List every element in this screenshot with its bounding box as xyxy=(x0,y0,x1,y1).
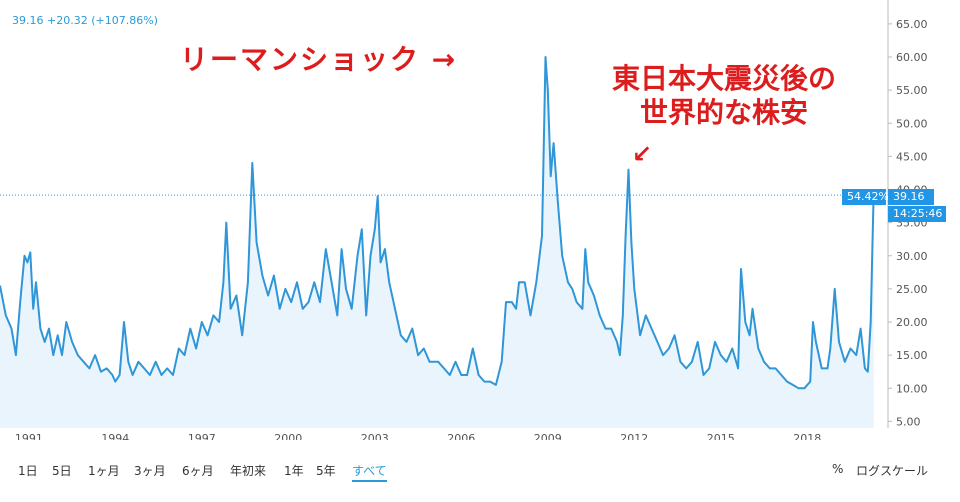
annotation-earthquake: 東日本大震災後の 世界的な株安 xyxy=(612,62,836,130)
x-axis-ticks: 1991 1994 1997 2000 2003 2006 2009 2012 2015 2018 xyxy=(15,432,821,440)
percent-toggle[interactable]: % xyxy=(832,462,844,476)
annotation-earthquake-arrow: ↙ xyxy=(632,140,653,168)
range-button-1d[interactable]: 1日 xyxy=(18,464,38,478)
y-tick-label: 55.00 xyxy=(896,84,928,97)
y-tick-label: 45.00 xyxy=(896,150,928,163)
x-tick-label: 2009 xyxy=(534,432,562,440)
x-tick-label: 2003 xyxy=(361,432,389,440)
y-tick-label: 20.00 xyxy=(896,316,928,329)
x-tick-label: 2015 xyxy=(707,432,735,440)
annotation-earthquake-line2: 世界的な株安 xyxy=(640,96,809,129)
series-line xyxy=(0,56,875,390)
y-tick-label: 65.00 xyxy=(896,18,928,31)
percent-change-badge: 54.42% xyxy=(842,189,889,205)
range-button-1m[interactable]: 1ヶ月 xyxy=(88,464,120,478)
x-tick-label: 1994 xyxy=(101,432,129,440)
range-button-5y[interactable]: 5年 xyxy=(316,464,336,478)
x-tick-label: 2000 xyxy=(274,432,302,440)
range-button-1y[interactable]: 1年 xyxy=(284,464,304,478)
y-axis-ticks: 5.0010.0015.0020.0025.0030.0035.0040.004… xyxy=(888,18,928,428)
x-tick-label: 1991 xyxy=(15,432,43,440)
log-scale-toggle[interactable]: ログスケール xyxy=(856,464,929,478)
series-area-fill xyxy=(0,57,874,428)
x-tick-label: 2006 xyxy=(447,432,475,440)
range-toolbar: 1日 5日 1ヶ月 3ヶ月 6ヶ月 年初来 1年 5年 すべて % ログスケール xyxy=(0,440,960,502)
x-tick-label: 1997 xyxy=(188,432,216,440)
annotation-earthquake-line1: 東日本大震災後の xyxy=(612,62,837,95)
y-tick-label: 25.00 xyxy=(896,283,928,296)
y-tick-label: 50.00 xyxy=(896,117,928,130)
price-readout: 39.16 +20.32 (+107.86%) xyxy=(12,14,158,27)
y-tick-label: 60.00 xyxy=(896,51,928,64)
range-button-5d[interactable]: 5日 xyxy=(52,464,72,478)
range-button-ytd[interactable]: 年初来 xyxy=(230,464,267,478)
y-tick-label: 10.00 xyxy=(896,382,928,395)
y-tick-label: 30.00 xyxy=(896,250,928,263)
last-price-badge: 39.16 xyxy=(888,189,934,205)
range-button-3m[interactable]: 3ヶ月 xyxy=(134,464,166,478)
annotation-lehman-shock: リーマンショック → xyxy=(180,43,458,76)
x-tick-label: 2012 xyxy=(620,432,648,440)
y-tick-label: 5.00 xyxy=(896,415,921,428)
y-tick-label: 15.00 xyxy=(896,349,928,362)
range-button-all[interactable]: すべて xyxy=(352,462,387,482)
x-tick-label: 2018 xyxy=(793,432,821,440)
range-button-6m[interactable]: 6ヶ月 xyxy=(182,464,214,478)
chart-area: 5.0010.0015.0020.0025.0030.0035.0040.004… xyxy=(0,0,946,440)
last-time-badge: 14:25:46 xyxy=(888,206,946,222)
